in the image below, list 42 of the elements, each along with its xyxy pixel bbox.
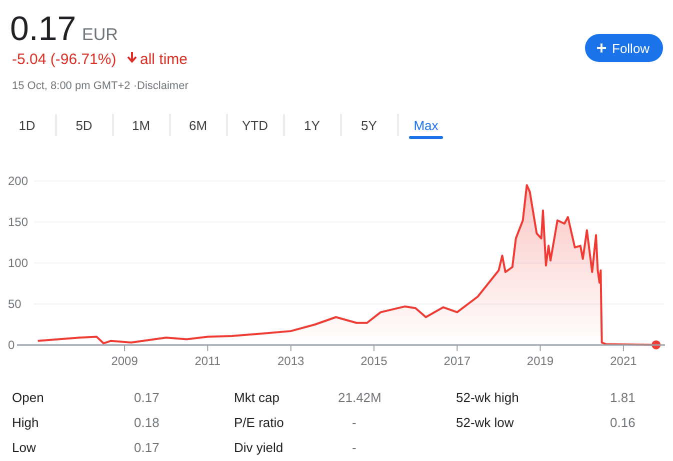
y-tick-label: 0 xyxy=(8,338,15,352)
text: 15 Oct, 8:00 pm GMT+2 ·Disclaimer xyxy=(12,80,189,92)
text: High xyxy=(12,415,39,430)
text: 1M xyxy=(132,118,150,133)
text: 52-wk low xyxy=(456,415,514,430)
text: Follow xyxy=(612,41,650,56)
text: - xyxy=(352,415,356,430)
text: P/E ratio xyxy=(234,415,284,430)
text: 6M xyxy=(188,118,208,133)
text: 5D xyxy=(76,118,92,133)
text: 0.17 xyxy=(134,440,160,455)
text: 1.81 xyxy=(610,390,636,405)
text: 52-wk high xyxy=(456,390,519,405)
text: Mkt cap xyxy=(234,390,280,405)
y-tick-label: 150 xyxy=(8,215,28,229)
x-tick-label: 2019 xyxy=(526,354,554,368)
y-tick-label: 200 xyxy=(8,174,28,188)
x-tick-label: 2009 xyxy=(111,354,138,368)
text: all time xyxy=(140,51,188,68)
x-tick-label: 2017 xyxy=(444,354,471,368)
text: - xyxy=(352,440,356,455)
x-tick-label: 2013 xyxy=(278,354,305,368)
text: Div yield xyxy=(234,440,284,455)
text: 5Y xyxy=(361,118,378,133)
text: 1Y xyxy=(304,118,320,133)
text: Low xyxy=(12,440,36,455)
text: Open xyxy=(12,390,44,405)
text: -5.04 (-96.71%) xyxy=(12,51,116,68)
y-tick-label: 100 xyxy=(8,256,28,270)
text: YTD xyxy=(242,118,268,133)
text: 0.16 xyxy=(610,415,636,430)
y-tick-label: 50 xyxy=(8,297,22,311)
text: 1D xyxy=(18,118,36,133)
text: 21.42M xyxy=(338,390,382,405)
x-tick-label: 2021 xyxy=(610,354,638,368)
text: 0.17 xyxy=(134,390,160,405)
text: 0.18 xyxy=(134,415,160,430)
text: 0.17 xyxy=(10,10,76,48)
text: Max xyxy=(414,118,439,133)
x-tick-label: 2011 xyxy=(194,354,221,368)
x-tick-label: 2015 xyxy=(360,354,388,368)
text: EUR xyxy=(82,25,118,44)
